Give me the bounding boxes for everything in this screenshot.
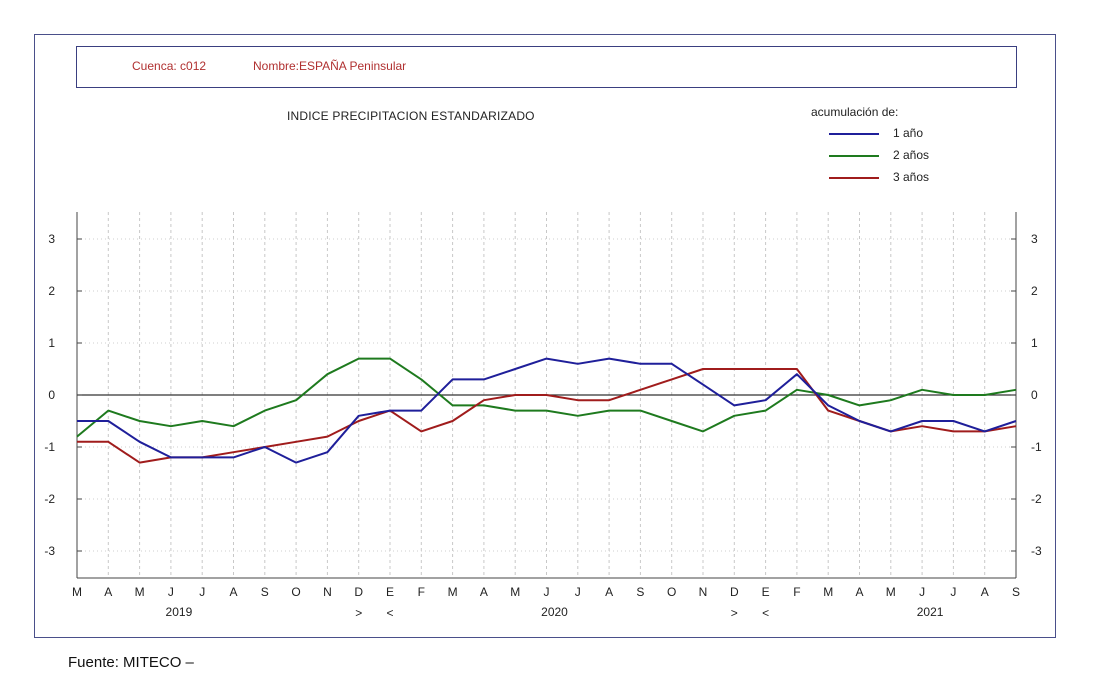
- x-tick-label: J: [544, 585, 550, 599]
- chart-title: INDICE PRECIPITACION ESTANDARIZADO: [287, 109, 535, 123]
- x-tick-label: E: [386, 585, 394, 599]
- source-caption: Fuente: MITECO –: [68, 654, 194, 671]
- season-marker: <: [386, 606, 393, 620]
- y-tick-label-left: -1: [44, 440, 55, 454]
- nombre-label: Nombre:ESPAÑA Peninsular: [253, 59, 407, 73]
- legend-line-2: [829, 155, 879, 157]
- x-tick-label: A: [104, 585, 112, 599]
- x-tick-label: M: [448, 585, 458, 599]
- y-tick-label-right: -2: [1031, 492, 1042, 506]
- y-tick-label-left: -2: [44, 492, 55, 506]
- x-tick-label: J: [575, 585, 581, 599]
- legend-label-1: 1 año: [893, 126, 924, 140]
- x-tick-label: M: [510, 585, 520, 599]
- y-tick-label-right: 0: [1031, 388, 1038, 402]
- y-tick-label-left: 1: [48, 336, 55, 350]
- header-box: Cuenca: c012 Nombre:ESPAÑA Peninsular: [76, 46, 1017, 88]
- x-tick-label: A: [229, 585, 237, 599]
- x-tick-label: D: [730, 585, 739, 599]
- x-tick-label: M: [823, 585, 833, 599]
- chart-frame: Cuenca: c012 Nombre:ESPAÑA Peninsular IN…: [34, 34, 1056, 638]
- x-tick-label: J: [950, 585, 956, 599]
- x-tick-label: J: [168, 585, 174, 599]
- x-tick-label: F: [418, 585, 425, 599]
- cuenca-label: Cuenca: c012: [132, 59, 207, 73]
- y-tick-label-right: 1: [1031, 336, 1038, 350]
- year-label: 2021: [917, 605, 944, 619]
- series-line-1: [77, 357, 1017, 464]
- y-tick-label-right: -1: [1031, 440, 1042, 454]
- x-tick-label: J: [919, 585, 925, 599]
- x-tick-label: N: [323, 585, 332, 599]
- y-tick-label-left: 2: [48, 284, 55, 298]
- x-tick-label: A: [605, 585, 613, 599]
- y-tick-label-left: -3: [44, 544, 55, 558]
- x-tick-label: D: [354, 585, 363, 599]
- legend-line-3: [829, 177, 879, 179]
- y-tick-label-left: 3: [48, 232, 55, 246]
- year-label: 2020: [541, 605, 568, 619]
- x-tick-label: J: [199, 585, 205, 599]
- x-tick-label: A: [981, 585, 989, 599]
- season-marker: >: [355, 606, 362, 620]
- y-tick-label-right: 3: [1031, 232, 1038, 246]
- legend-title: acumulación de:: [811, 105, 899, 119]
- x-tick-label: M: [135, 585, 145, 599]
- legend-line-1: [829, 133, 879, 135]
- y-tick-label-right: 2: [1031, 284, 1038, 298]
- x-tick-label: A: [855, 585, 863, 599]
- x-tick-label: A: [480, 585, 488, 599]
- x-tick-label: S: [636, 585, 644, 599]
- x-tick-label: O: [667, 585, 676, 599]
- x-tick-label: M: [886, 585, 896, 599]
- x-tick-label: M: [72, 585, 82, 599]
- y-tick-label-left: 0: [48, 388, 55, 402]
- x-tick-label: F: [793, 585, 800, 599]
- season-marker: <: [762, 606, 769, 620]
- legend-label-2: 2 años: [893, 148, 930, 162]
- x-tick-label: O: [291, 585, 300, 599]
- x-tick-label: S: [261, 585, 269, 599]
- legend-label-3: 3 años: [893, 170, 930, 184]
- x-tick-label: S: [1012, 585, 1020, 599]
- y-tick-label-right: -3: [1031, 544, 1042, 558]
- season-marker: >: [731, 606, 738, 620]
- x-tick-label: E: [762, 585, 770, 599]
- series-line-2: [76, 357, 1017, 438]
- year-label: 2019: [166, 605, 193, 619]
- x-tick-label: N: [699, 585, 708, 599]
